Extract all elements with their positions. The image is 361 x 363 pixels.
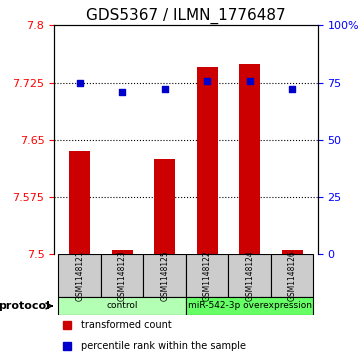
Text: transformed count: transformed count bbox=[81, 320, 171, 330]
Text: miR-542-3p overexpression: miR-542-3p overexpression bbox=[188, 301, 312, 310]
Text: GSM1148123: GSM1148123 bbox=[118, 250, 127, 301]
Bar bbox=[196, 68, 218, 254]
Text: GSM1148126: GSM1148126 bbox=[288, 250, 297, 301]
FancyBboxPatch shape bbox=[186, 254, 229, 297]
Text: GSM1148121: GSM1148121 bbox=[75, 250, 84, 301]
Bar bbox=[154, 159, 175, 254]
Text: protocol: protocol bbox=[0, 301, 50, 311]
Bar bbox=[239, 64, 260, 254]
Bar bbox=[69, 151, 90, 254]
Text: GSM1148125: GSM1148125 bbox=[160, 250, 169, 301]
FancyBboxPatch shape bbox=[143, 254, 186, 297]
Title: GDS5367 / ILMN_1776487: GDS5367 / ILMN_1776487 bbox=[86, 8, 286, 24]
Point bbox=[162, 86, 168, 92]
Point bbox=[247, 78, 253, 84]
Text: GSM1148122: GSM1148122 bbox=[203, 250, 212, 301]
FancyBboxPatch shape bbox=[186, 297, 313, 315]
Bar bbox=[112, 250, 133, 254]
Text: percentile rank within the sample: percentile rank within the sample bbox=[81, 340, 245, 351]
Bar bbox=[282, 250, 303, 254]
FancyBboxPatch shape bbox=[271, 254, 313, 297]
FancyBboxPatch shape bbox=[58, 297, 186, 315]
Point bbox=[204, 78, 210, 84]
FancyBboxPatch shape bbox=[229, 254, 271, 297]
Text: control: control bbox=[106, 301, 138, 310]
Text: GSM1148124: GSM1148124 bbox=[245, 250, 254, 301]
Point bbox=[289, 86, 295, 92]
Point bbox=[119, 89, 125, 95]
FancyBboxPatch shape bbox=[58, 254, 101, 297]
FancyBboxPatch shape bbox=[101, 254, 143, 297]
Point bbox=[77, 80, 83, 86]
